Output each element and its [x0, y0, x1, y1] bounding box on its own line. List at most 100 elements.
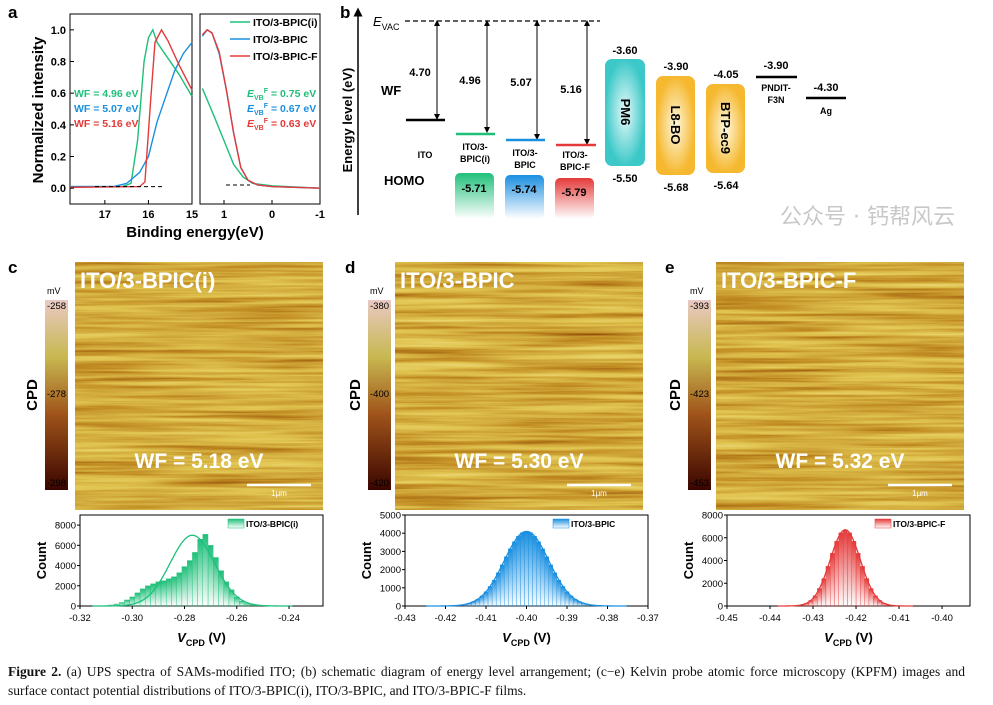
homo-box-bpic — [505, 175, 544, 219]
homo-value: -5.50 — [612, 173, 637, 185]
y-tick-label: 4000 — [55, 561, 76, 572]
energy-axis-label: Energy level (eV) — [340, 68, 355, 173]
histogram-bar — [548, 564, 553, 607]
histogram-bar — [495, 572, 501, 607]
lumo-value: -4.05 — [713, 69, 738, 81]
ups-curve-right — [201, 28, 321, 189]
material-label: BTP-ec9 — [718, 102, 733, 154]
pm6-box — [605, 59, 645, 166]
histogram-bar — [223, 581, 230, 607]
colorbar-tick-label: -258 — [47, 301, 66, 312]
y-tick-label: 2000 — [702, 579, 723, 590]
electrode-label: ITO/3- — [462, 142, 487, 152]
x-tick-label: -0.44 — [759, 613, 781, 624]
wf-label: WF = 5.16 eV — [74, 118, 139, 130]
y-tick-label: 2000 — [55, 581, 76, 592]
colorbar-unit: mV — [690, 286, 704, 296]
y-tick-label: 0.6 — [51, 88, 66, 100]
y-tick-label: 1.0 — [51, 25, 66, 37]
legend-swatch — [552, 518, 570, 529]
histogram-bar — [197, 539, 203, 607]
x-tick-label: -0.24 — [278, 613, 300, 624]
y-tick-label: 0.4 — [51, 120, 67, 132]
kpfm-image — [395, 262, 643, 510]
work-function-label: WF = 5.30 eV — [455, 450, 584, 473]
lumo-value: -3.90 — [663, 61, 688, 73]
y-axis-label: Count — [34, 541, 49, 579]
y-tick-label: 5000 — [380, 511, 401, 522]
panel-b: b Energy level (eV) EVAC WF HOMO 4.70 4.… — [340, 3, 846, 219]
gaussian-fit-curve — [426, 530, 627, 607]
electrode-label: ITO/3- — [562, 150, 587, 160]
panel-e: e ITO/3-BPIC-F WF = 5.32 eV 1μm mV -393 -423 -4… — [665, 258, 971, 648]
homo-value: -5.74 — [511, 184, 537, 196]
wf-annotations: WF = 4.96 eV WF = 5.07 eV WF = 5.16 eV — [74, 88, 139, 130]
panel-d: d ITO/3-BPIC WF = 5.30 eV 1μm mV -380 -400 -420… — [345, 258, 659, 648]
electrode-label: ITO/3- — [512, 148, 537, 158]
histogram-bar — [181, 566, 188, 607]
btp-ec9-box — [706, 84, 745, 173]
y-axis-label: Count — [681, 541, 696, 579]
homo-value: -5.64 — [713, 180, 739, 192]
ups-curve-left — [70, 28, 193, 188]
colorbar-tick-label: -380 — [370, 301, 389, 312]
histogram-bar — [847, 532, 852, 607]
colorbar-tick-label: -393 — [690, 301, 709, 312]
caption-label: Figure 2. — [8, 664, 62, 679]
level-value: -3.90 — [763, 60, 788, 72]
electrode-label: BPIC — [514, 160, 536, 170]
histogram-bar — [171, 576, 177, 607]
electrode-label: ITO — [418, 150, 433, 160]
evb-label: EVBF = 0.75 eV — [247, 88, 316, 102]
evac-label: EVAC — [373, 14, 400, 32]
y-tick-label: 6000 — [55, 541, 76, 552]
kpfm-image — [75, 262, 323, 510]
x-tick-label: -0.38 — [597, 613, 619, 624]
panel-label-d: d — [345, 258, 355, 277]
histogram-bar — [139, 588, 146, 607]
layer-label: Ag — [820, 106, 832, 116]
kpfm-title: ITO/3-BPIC(i) — [80, 268, 215, 293]
x-tick-label: -0.28 — [174, 613, 196, 624]
y-tick-label: 0 — [718, 602, 723, 613]
wf-label: WF = 4.96 eV — [74, 88, 139, 100]
homo-value: -5.68 — [663, 182, 688, 194]
gaussian-fit-curve — [777, 529, 914, 607]
legend-label: ITO/3-BPIC — [571, 519, 615, 529]
figure-caption: Figure 2. (a) UPS spectra of SAMs-modifi… — [8, 662, 965, 700]
level-value: -4.30 — [813, 82, 838, 94]
y-tick-label: 1000 — [380, 583, 401, 594]
scale-bar-label: 1μm — [271, 489, 287, 498]
caption-text: (a) UPS spectra of SAMs-modified ITO; (b… — [8, 664, 965, 698]
x-axis-label: VCPD (V) — [177, 630, 226, 648]
colorbar-tick-label: -423 — [690, 389, 709, 400]
evb-label: EVBF = 0.63 eV — [247, 118, 316, 132]
histogram-bar — [504, 556, 509, 607]
y-tick-label: 2000 — [380, 565, 401, 576]
colorbar-unit: mV — [370, 286, 384, 296]
evb-annotations: EVBF = 0.75 eV EVBF = 0.67 eV EVBF = 0.6… — [247, 88, 316, 132]
work-function-label: WF = 5.18 eV — [135, 450, 264, 473]
x-tick-label: -0.40 — [516, 613, 538, 624]
x-tick-label: -0.41 — [888, 613, 910, 624]
x-tick-label: -0.40 — [931, 613, 953, 624]
gaussian-fit-curve — [92, 534, 293, 607]
layer-label: PNDIT- — [761, 83, 791, 93]
work-function-label: WF = 5.32 eV — [776, 450, 905, 473]
wf-value: 5.07 — [510, 77, 531, 89]
x-tick-label: -0.37 — [637, 613, 659, 624]
histogram-bar — [508, 548, 513, 607]
y-tick-label: 8000 — [55, 521, 76, 532]
y-tick-label: 0.2 — [51, 152, 66, 164]
legend-swatch — [227, 518, 245, 529]
colorbar-tick-label: -278 — [47, 389, 66, 400]
x-axis-label: VCPD (V) — [502, 630, 551, 648]
x-tick-label: -0.43 — [802, 613, 824, 624]
histogram-bar — [842, 529, 848, 607]
scale-bar-label: 1μm — [591, 489, 607, 498]
ups-curves — [69, 28, 321, 189]
panel-label-c: c — [8, 258, 17, 277]
histogram-bar — [166, 578, 172, 607]
legend-label: ITO/3-BPIC-F — [253, 51, 318, 63]
ups-curve-left — [69, 28, 193, 189]
